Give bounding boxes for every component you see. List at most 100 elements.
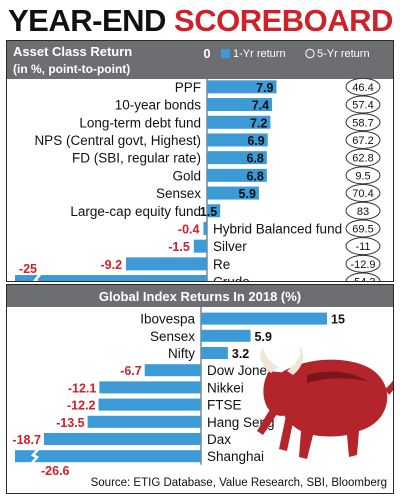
legend-1yr-swatch <box>221 49 230 58</box>
category-label: Ibovespa <box>140 312 195 327</box>
chart1-subtitle: (in %, point-to-point) <box>13 62 130 76</box>
value-marker-5yr <box>345 254 381 273</box>
bull-leg-front2 <box>279 411 295 451</box>
chart1-header-bg <box>7 41 393 79</box>
value-label-5yr: -11 <box>355 241 370 253</box>
bar-index-return <box>99 381 201 394</box>
bar-1yr <box>15 275 207 281</box>
bar-1yr <box>207 98 273 112</box>
title-part2: SCOREBOARD <box>174 3 393 38</box>
bull-horn-left <box>260 347 279 373</box>
value-label-5yr: 70.4 <box>352 188 373 200</box>
value-label-1yr: 7.4 <box>252 99 269 113</box>
value-marker-5yr <box>345 130 381 149</box>
value-label-1yr: 1.5 <box>200 205 217 219</box>
category-label: Re <box>213 257 230 272</box>
value-label: -26.6 <box>41 464 70 478</box>
value-label-1yr: -9.2 <box>100 258 122 272</box>
bar-index-return <box>201 312 327 325</box>
category-label: FD (SBI, regular rate) <box>72 151 201 166</box>
bar-index-return <box>15 450 201 463</box>
value-marker-5yr <box>345 148 381 167</box>
value-label-1yr: 7.9 <box>256 81 273 95</box>
value-label-1yr: 6.8 <box>246 169 263 183</box>
legend-5yr-marker <box>305 48 315 59</box>
global-index-chart-svg: Global Index Returns In 2018 (%) Ibovespa… <box>7 285 393 489</box>
category-label: Sensex <box>156 186 201 201</box>
bar-index-return <box>87 415 201 428</box>
value-label-5yr: 69.5 <box>352 223 373 235</box>
axis-break-mark <box>32 272 43 281</box>
bull-horn-right <box>287 345 304 375</box>
value-label-5yr: 83 <box>357 206 369 218</box>
bar-1yr <box>203 221 207 235</box>
bar-1yr <box>207 168 267 182</box>
value-label: 5.9 <box>255 330 272 344</box>
value-label-1yr: 6.8 <box>246 152 263 166</box>
value-label-5yr: 9.5 <box>355 170 370 182</box>
chart2-header-bg <box>7 285 393 307</box>
category-label: Large-cap equity fund <box>70 204 201 219</box>
bull-tail <box>385 380 393 395</box>
category-label: Crude <box>213 275 250 281</box>
value-label: -6.7 <box>120 364 142 378</box>
value-label-1yr: 6.9 <box>247 134 264 148</box>
value-label-1yr: -1.5 <box>168 240 190 254</box>
bull-shading <box>307 371 367 383</box>
bar-index-return <box>43 433 201 445</box>
bar-index-return <box>144 364 201 377</box>
value-label: -12.1 <box>68 381 97 395</box>
value-marker-5yr <box>345 77 381 96</box>
chart1-zero-label: 0 <box>203 46 210 61</box>
chart2-title: Global Index Returns In 2018 (%) <box>99 289 301 304</box>
bar-1yr <box>207 133 268 147</box>
value-label: -13.5 <box>56 416 85 430</box>
title-part1: YEAR-END <box>8 3 166 38</box>
value-label: 15 <box>331 313 345 327</box>
value-label: -18.7 <box>12 433 41 447</box>
category-label: Gold <box>172 168 201 183</box>
bar-index-return <box>201 347 228 359</box>
category-label: Nifty <box>168 346 195 361</box>
category-label: Silver <box>213 239 247 254</box>
value-label-1yr: -25 <box>19 262 37 276</box>
category-label: 10-year bonds <box>115 98 202 113</box>
bull-body <box>275 359 388 459</box>
asset-class-chart-svg: Asset Class Return (in %, point-to-point)… <box>7 41 393 281</box>
bar-1yr <box>207 80 277 94</box>
category-label: Hang Seng <box>207 415 275 430</box>
legend-5yr-label: 5-Yr return <box>317 48 370 60</box>
bar-index-return <box>201 329 251 342</box>
category-label: Long-term debt fund <box>79 115 201 130</box>
bull-leg-front <box>257 401 283 435</box>
category-label: PPF <box>175 80 201 95</box>
bar-1yr <box>207 151 267 165</box>
value-label-5yr: 67.2 <box>352 135 373 147</box>
value-label-5yr: -54.3 <box>350 277 375 281</box>
bar-1yr <box>207 186 259 200</box>
value-marker-5yr <box>345 219 381 238</box>
value-label-5yr: 62.8 <box>352 153 373 165</box>
category-label: Dow Jones <box>207 363 274 378</box>
value-label: -12.2 <box>67 399 96 413</box>
chart1-title: Asset Class Return <box>13 44 132 59</box>
category-label: Shanghai <box>207 449 264 464</box>
global-index-returns-chart: Global Index Returns In 2018 (%) Ibovespa… <box>6 284 394 494</box>
category-label: FTSE <box>207 398 242 413</box>
bar-1yr <box>193 239 207 253</box>
value-label-5yr: 57.4 <box>352 100 373 112</box>
value-label-1yr: 7.2 <box>250 116 267 130</box>
source-note: Source: ETIG Database, Value Research, S… <box>91 477 387 489</box>
legend-1yr-label: 1-Yr return <box>233 48 286 60</box>
value-label-5yr: -12.9 <box>350 259 375 271</box>
value-marker-5yr <box>345 95 381 114</box>
value-marker-5yr <box>345 237 381 256</box>
value-marker-5yr <box>345 113 381 132</box>
value-label-1yr: -0.4 <box>178 222 200 236</box>
bar-index-return <box>98 398 201 411</box>
bar-1yr <box>207 115 271 129</box>
category-label: Sensex <box>150 329 195 344</box>
asset-class-return-chart: Asset Class Return (in %, point-to-point)… <box>6 40 394 282</box>
axis-break-mark <box>30 447 40 466</box>
bull-illustration <box>257 345 393 459</box>
